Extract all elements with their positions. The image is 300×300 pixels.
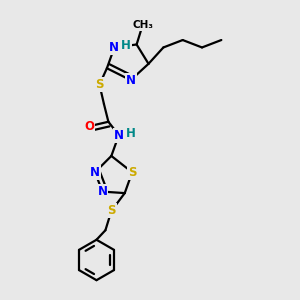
Text: N: N [90,166,100,179]
Text: N: N [126,74,136,87]
Text: CH₃: CH₃ [132,20,153,30]
Text: S: S [95,78,104,91]
Text: N: N [114,129,124,142]
Text: O: O [84,120,94,133]
Text: H: H [121,39,130,52]
Text: H: H [126,127,136,140]
Text: S: S [128,166,136,179]
Text: N: N [98,185,107,198]
Text: N: N [109,41,119,54]
Text: S: S [107,204,116,218]
